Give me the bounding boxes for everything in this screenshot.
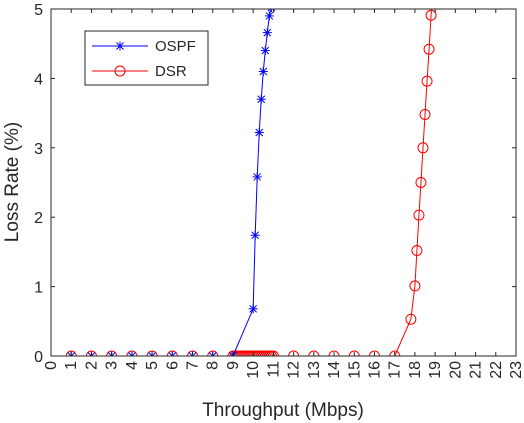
x-tick-label: 3 — [104, 361, 121, 370]
data-point-dsr — [308, 350, 320, 356]
x-tick-label: 8 — [205, 361, 222, 370]
y-tick-label: 5 — [34, 2, 43, 19]
data-point-dsr — [126, 350, 138, 356]
data-point-dsr — [405, 313, 417, 325]
x-tick-label: 2 — [83, 361, 100, 370]
legend-box — [84, 30, 209, 86]
data-point-ospf — [256, 94, 266, 104]
data-point-dsr — [106, 350, 118, 356]
data-point-dsr — [409, 280, 421, 292]
data-point-dsr — [417, 142, 429, 154]
x-tick-label: 11 — [265, 361, 282, 378]
x-tick-label: 12 — [286, 361, 303, 379]
series-line-dsr — [71, 9, 432, 356]
x-tick-label: 5 — [144, 361, 161, 370]
data-point-ospf — [250, 230, 260, 240]
axes-box — [50, 8, 517, 357]
x-tick-label: 4 — [124, 361, 141, 370]
data-point-dsr — [85, 350, 97, 356]
x-axis-title: Throughput (Mbps) — [202, 400, 364, 421]
data-point-dsr — [146, 350, 158, 356]
data-point-dsr — [413, 209, 425, 221]
y-tick-label: 3 — [34, 141, 43, 158]
data-point-dsr — [423, 43, 435, 55]
legend-label-ospf: OSPF — [155, 38, 196, 55]
data-point-dsr — [328, 350, 340, 356]
y-tick-label: 0 — [34, 349, 43, 366]
data-point-dsr — [415, 177, 427, 188]
x-tick-label: 15 — [346, 361, 363, 379]
data-point-ospf — [248, 304, 258, 314]
x-tick-label: 22 — [488, 361, 505, 379]
data-point-dsr — [166, 350, 178, 356]
data-point-dsr — [187, 350, 199, 356]
x-tick-label: 9 — [225, 361, 242, 370]
x-tick-label: 7 — [185, 361, 202, 370]
data-point-dsr — [267, 350, 279, 356]
y-axis-title: Loss Rate (%) — [2, 122, 23, 242]
legend-label-dsr: DSR — [155, 63, 187, 80]
y-tick-label: 1 — [34, 280, 43, 297]
x-tick-label: 14 — [326, 361, 343, 379]
x-tick-label: 23 — [508, 361, 524, 379]
x-tick-label: 13 — [306, 361, 323, 379]
data-point-dsr — [389, 350, 401, 356]
data-point-ospf — [269, 0, 278, 3]
data-point-dsr — [65, 350, 77, 356]
data-point-dsr — [207, 350, 219, 356]
data-point-dsr — [348, 350, 360, 356]
x-tick-label: 20 — [447, 361, 464, 379]
x-tick-label: 19 — [427, 361, 444, 379]
x-tick-label: 0 — [43, 361, 60, 370]
x-tick-label: 6 — [164, 361, 181, 370]
data-point-ospf — [254, 128, 264, 138]
data-point-dsr — [411, 245, 423, 257]
data-point-ospf — [260, 46, 270, 56]
data-point-dsr — [288, 350, 300, 356]
legend-marker-ospf — [115, 41, 125, 51]
data-point-ospf — [262, 28, 272, 38]
x-tick-label: 18 — [407, 361, 424, 379]
x-tick-label: 16 — [366, 361, 383, 379]
data-point-dsr — [425, 9, 437, 21]
data-point-ospf — [252, 172, 262, 182]
data-point-ospf — [258, 66, 268, 76]
legend-marker-dsr — [114, 65, 126, 77]
x-tick-label: 21 — [468, 361, 485, 379]
y-tick-label: 4 — [34, 71, 43, 88]
y-tick-label: 2 — [34, 210, 43, 227]
data-point-dsr — [421, 75, 433, 87]
x-tick-label: 17 — [387, 361, 404, 379]
x-tick-label: 1 — [63, 361, 80, 370]
data-point-ospf — [264, 11, 274, 21]
x-tick-label: 10 — [245, 361, 262, 379]
data-point-dsr — [368, 350, 380, 356]
data-point-dsr — [419, 108, 431, 120]
data-point-ospf — [267, 9, 276, 13]
